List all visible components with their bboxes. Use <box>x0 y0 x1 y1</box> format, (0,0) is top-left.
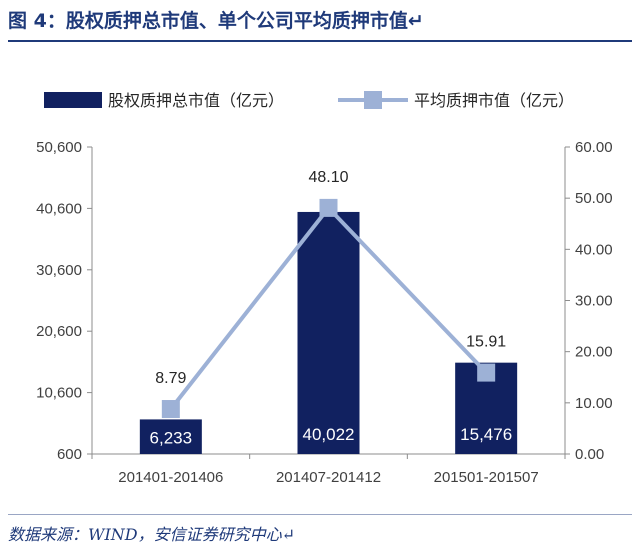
chart-axes: 600 10,600 20,600 30,600 40,600 50,600 0.00 10.… <box>36 139 612 486</box>
figure-title: 图 4：股权质押总市值、单个公司平均质押市值↵ <box>8 10 424 32</box>
bar <box>297 211 360 454</box>
left-y-tick-label: 600 <box>57 446 82 463</box>
combo-chart: 股权质押总市值（亿元） 平均质押市值（亿元） 600 10,600 20,600 30,… <box>36 91 613 486</box>
legend: 股权质押总市值（亿元） 平均质押市值（亿元） <box>44 91 574 110</box>
line-value-label: 48.10 <box>308 169 348 186</box>
data-labels: 6,233 40,022 15,476 8.79 48.10 15.91 <box>150 169 513 448</box>
line-point-marker <box>161 400 180 419</box>
right-y-tick-label: 10.00 <box>575 395 613 412</box>
bar-value-label: 15,476 <box>460 425 512 444</box>
source-divider <box>8 514 632 515</box>
figure-source: 数据来源：WIND，安信证券研究中心↵ <box>8 525 296 544</box>
x-tick-label: 201401-201406 <box>118 469 223 486</box>
legend-line-marker <box>364 91 382 109</box>
right-y-tick-label: 20.00 <box>575 344 613 361</box>
bar-series <box>139 211 518 454</box>
x-tick-label: 201501-201507 <box>434 469 539 486</box>
legend-line-label: 平均质押市值（亿元） <box>414 91 574 110</box>
bar <box>139 419 202 454</box>
right-y-tick-label: 60.00 <box>575 139 613 156</box>
left-y-tick-label: 40,600 <box>36 200 82 217</box>
line-point-marker <box>477 363 496 382</box>
left-y-tick-label: 50,600 <box>36 139 82 156</box>
bar-value-label: 40,022 <box>303 425 355 444</box>
right-y-tick-label: 0.00 <box>575 446 604 463</box>
left-y-tick-label: 10,600 <box>36 385 82 402</box>
left-y-tick-label: 20,600 <box>36 323 82 340</box>
line-series <box>161 198 496 419</box>
legend-bar-swatch <box>44 92 102 108</box>
line-point-marker <box>319 198 338 217</box>
right-y-tick-label: 30.00 <box>575 293 613 310</box>
title-divider <box>8 40 632 42</box>
left-y-tick-label: 30,600 <box>36 262 82 279</box>
x-tick-label: 201407-201412 <box>276 469 381 486</box>
right-y-tick-label: 40.00 <box>575 241 613 258</box>
line-value-label: 8.79 <box>155 370 186 387</box>
legend-bar-label: 股权质押总市值（亿元） <box>108 91 284 110</box>
line-value-label: 15.91 <box>466 334 506 351</box>
right-y-tick-label: 50.00 <box>575 190 613 207</box>
bar-value-label: 6,233 <box>150 428 193 447</box>
